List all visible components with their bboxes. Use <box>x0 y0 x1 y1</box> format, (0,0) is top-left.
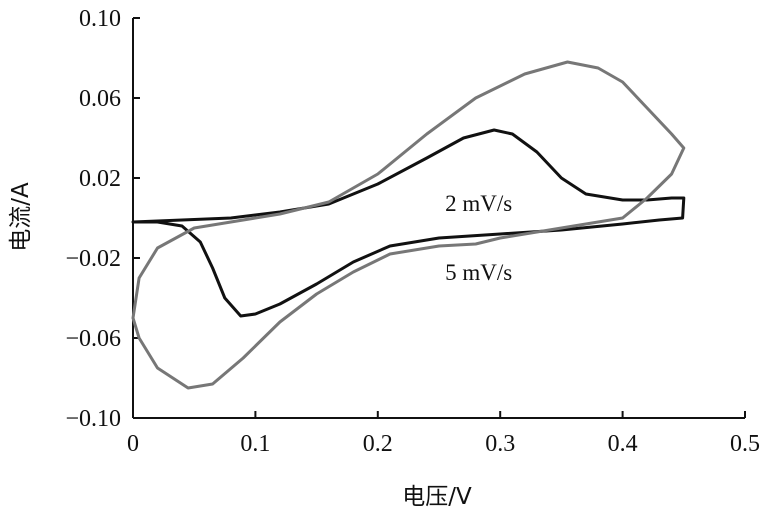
series-line-2-mv-s <box>131 128 686 318</box>
y-tick-label: −0.06 <box>65 326 121 352</box>
y-axis-label: 电流/A <box>8 182 34 252</box>
series-layer <box>131 60 686 390</box>
axes: 0 0.1 0.2 0.3 0.4 0.5 −0.10 −0.06 −0.02 0.02 0.06… <box>65 6 760 457</box>
x-tick-label: 0.3 <box>485 431 515 457</box>
annotation-layer: 2 mV/s 5 mV/s <box>445 191 512 285</box>
y-ticks: −0.10 −0.06 −0.02 0.02 0.06 0.10 <box>65 6 140 432</box>
x-tick-label: 0.4 <box>608 431 638 457</box>
series-annotation: 2 mV/s <box>445 191 512 216</box>
x-tick-label: 0.1 <box>240 431 270 457</box>
x-ticks: 0 0.1 0.2 0.3 0.4 0.5 <box>127 411 760 457</box>
y-tick-label: 0.02 <box>79 166 121 192</box>
series-annotation: 5 mV/s <box>445 260 512 285</box>
y-tick-label: 0.06 <box>79 86 121 112</box>
y-tick-label: −0.02 <box>65 246 121 272</box>
x-tick-label: 0 <box>127 431 139 457</box>
x-tick-label: 0.5 <box>730 431 760 457</box>
series-line-5-mv-s <box>131 60 686 390</box>
x-axis-label: 电压/V <box>402 484 472 510</box>
x-tick-label: 0.2 <box>363 431 393 457</box>
y-tick-label: 0.10 <box>79 6 121 32</box>
y-tick-label: −0.10 <box>65 406 121 432</box>
